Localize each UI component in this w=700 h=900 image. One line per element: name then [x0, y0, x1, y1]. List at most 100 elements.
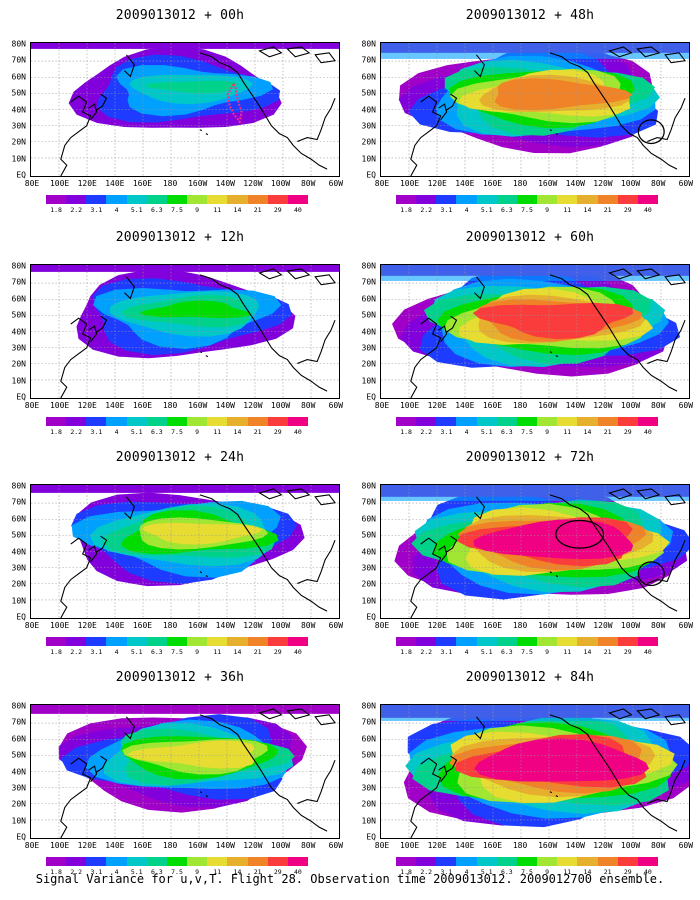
legend-swatch: [456, 195, 477, 204]
variance-field: [31, 265, 339, 359]
legend-tick-label: 40: [644, 868, 652, 876]
latitude-label: 40N: [361, 547, 376, 556]
legend-swatch: [416, 417, 437, 426]
legend-swatch: [207, 637, 228, 646]
legend-swatch: [436, 637, 457, 646]
japan-coast: [438, 93, 458, 121]
longitude-label: 80E: [374, 621, 390, 630]
legend-swatch: [46, 637, 67, 646]
legend-tick-row: 1.8 2.2 3.1 4 5.1 6.3 7.5 9 11 14 21 29 40: [46, 868, 308, 877]
legend-swatch: [46, 195, 67, 204]
japan-coast: [438, 315, 458, 343]
na-west-coast: [549, 714, 678, 832]
color-legend: [396, 417, 659, 426]
legend-tick-label: 29: [273, 868, 282, 876]
longitude-label: 80W: [650, 621, 666, 630]
longitude-label: 60W: [678, 621, 694, 630]
legend-tick-label: 21: [603, 206, 612, 214]
latitude-label: 30N: [361, 783, 376, 793]
legend-tick-label: 3.1: [90, 868, 103, 876]
arctic-islands: [608, 46, 687, 64]
legend-tick-label: 1.8: [50, 206, 62, 214]
legend-tick-label: 29: [273, 428, 282, 436]
longitude-label: 120E: [77, 841, 97, 850]
variance-field: [31, 485, 339, 587]
legend-swatch: [436, 417, 457, 426]
legend-tick-label: 6.3: [500, 206, 513, 214]
legend-swatch: [146, 637, 167, 646]
longitude-label: 160E: [132, 179, 153, 188]
panel-title: 2009013012 + 36h: [115, 670, 245, 685]
legend-tick-label: 4: [114, 648, 119, 656]
legend-swatch: [456, 417, 477, 426]
legend-tick-label: 29: [623, 868, 632, 876]
latitude-label: EQ: [16, 612, 26, 622]
legend-tick-label: 5.1: [480, 868, 493, 876]
legend-swatch: [577, 195, 598, 204]
forecast-panel: 2009013012 + 48h 80N 70N 60N 50N 40N 30N 20N 10N…: [360, 0, 700, 215]
variance-map: [381, 265, 689, 398]
legend-tick-label: 40: [644, 648, 652, 656]
latitude-label: 20N: [361, 579, 376, 589]
latitude-label: 50N: [361, 88, 376, 98]
legend-tick-label: 21: [603, 868, 612, 876]
legend-tick-row: 1.8 2.2 3.1 4 5.1 6.3 7.5 9 11 14 21 29 40: [46, 648, 308, 657]
legend-tick-label: 7.5: [521, 868, 533, 876]
legend-tick-label: 1.8: [50, 648, 62, 656]
legend-swatch: [166, 417, 188, 426]
pacific-islands: [199, 351, 209, 358]
variance-map: [381, 43, 689, 176]
latitude-label: 80N: [11, 701, 26, 711]
longitude-label: 120W: [593, 621, 613, 630]
legend-swatch: [227, 195, 248, 204]
legend-swatch: [106, 417, 127, 426]
legend-tick-label: 9: [195, 648, 200, 656]
legend-tick-label: 3.1: [90, 206, 103, 214]
latitude-label: 60N: [361, 294, 376, 304]
pacific-islands: [199, 129, 209, 136]
legend-tick-label: 29: [623, 428, 632, 436]
legend-tick-label: 9: [195, 428, 200, 436]
latitude-label: EQ: [366, 392, 376, 402]
variance-map: [31, 265, 339, 398]
latitude-label: 30N: [11, 121, 26, 131]
field-contour: [139, 300, 251, 319]
variance-map: [31, 705, 339, 838]
color-legend: [396, 857, 659, 866]
legend-swatch: [617, 857, 638, 866]
legend-swatch: [516, 857, 538, 866]
map-frame: [30, 704, 340, 839]
legend-tick-label: 1.8: [50, 428, 62, 436]
legend-swatch: [396, 195, 417, 204]
latitude-label: 60N: [361, 734, 376, 744]
legend-swatch: [166, 857, 188, 866]
asia-coast: [60, 537, 92, 618]
na-west-coast: [199, 52, 328, 170]
lat-lon-grid: [381, 43, 689, 176]
asia-coast: [410, 537, 442, 618]
latitude-label: 60N: [11, 514, 26, 524]
longitude-label: 120W: [593, 179, 613, 188]
legend-swatch: [557, 637, 578, 646]
arctic-islands: [608, 268, 687, 286]
legend-swatch: [597, 857, 618, 866]
field-contour: [144, 80, 239, 94]
lat-lon-grid: [31, 43, 339, 176]
legend-tick-label: 9: [545, 206, 550, 214]
latitude-label: 80N: [361, 39, 376, 49]
longitude-label: 140E: [105, 179, 125, 188]
longitude-label: 120W: [593, 401, 613, 410]
legend-tick-label: 2.2: [420, 428, 433, 436]
longitude-label: 140E: [105, 841, 125, 850]
lat-lon-grid: [381, 485, 689, 618]
legend-tick-label: 5.1: [480, 428, 493, 436]
legend-swatch: [146, 857, 167, 866]
legend-swatch: [106, 637, 127, 646]
legend-tick-label: 1.8: [50, 868, 62, 876]
longitude-label: 180: [512, 841, 528, 850]
longitude-label: 160E: [132, 841, 153, 850]
legend-swatch: [516, 417, 538, 426]
pacific-islands: [549, 129, 559, 136]
legend-swatch: [287, 417, 309, 426]
longitude-label: 140E: [105, 401, 125, 410]
